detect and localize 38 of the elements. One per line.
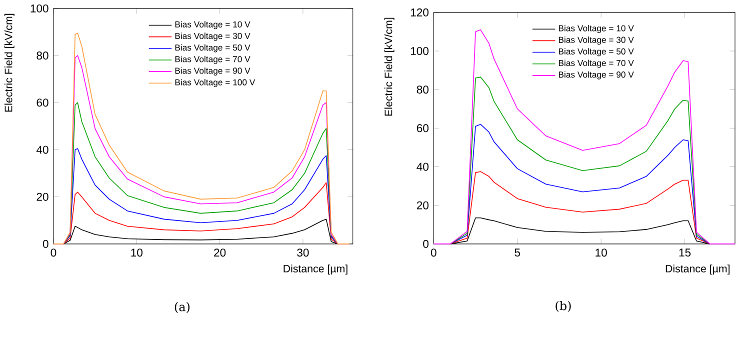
legend-label: Bias Voltage = 30 V [175, 32, 250, 41]
legend-label: Bias Voltage = 50 V [558, 48, 634, 56]
legend-label: Bias Voltage = 30 V [558, 36, 634, 45]
y-tick-label: 20 [416, 202, 429, 210]
y-tick-label: 40 [416, 162, 429, 171]
legend-label: Bias Voltage = 50 V [175, 44, 250, 52]
y-tick-label: 60 [36, 98, 48, 107]
legend-label: Bias Voltage = 100 V [175, 79, 256, 88]
x-tick-label: 10 [131, 248, 142, 257]
y-tick-label: 80 [36, 52, 48, 60]
legend-label: Bias Voltage = 90 V [175, 68, 250, 76]
text: (a) [174, 302, 190, 314]
y-tick-label: 120 [410, 8, 429, 17]
y-tick-label: 0 [42, 240, 48, 248]
y-tick-label: 20 [36, 192, 48, 201]
legend-label: Bias Voltage = 70 V [558, 60, 634, 68]
y-tick-label: 100 [410, 47, 429, 56]
y-tick-label: 80 [416, 86, 429, 94]
y-tick-label: 100 [30, 4, 48, 13]
y-axis-title: Electric Field [kV/cm] [384, 18, 394, 116]
x-tick-label: 0 [50, 248, 56, 257]
y-tick-label: 60 [416, 124, 429, 132]
legend-label: Bias Voltage = 10 V [175, 21, 250, 30]
y-axis-title: Electric Field [kV/cm] [4, 14, 14, 112]
text: (b) [556, 301, 571, 312]
x-tick-label: 20 [214, 248, 226, 257]
x-tick-label: 0 [430, 248, 436, 257]
legend-label: Bias Voltage = 10 V [558, 25, 634, 34]
y-tick-label: 0 [423, 240, 429, 248]
legend-label: Bias Voltage = 70 V [175, 56, 250, 64]
x-axis-title: Distance [µm] [666, 264, 730, 275]
x-tick-label: 10 [596, 248, 607, 257]
x-tick-label: 5 [514, 248, 520, 257]
x-tick-label: 30 [297, 248, 309, 257]
legend-label: Bias Voltage = 90 V [558, 71, 634, 80]
x-tick-label: 15 [679, 248, 691, 257]
x-axis-title: Distance [µm] [284, 264, 348, 275]
y-tick-label: 40 [36, 146, 48, 154]
